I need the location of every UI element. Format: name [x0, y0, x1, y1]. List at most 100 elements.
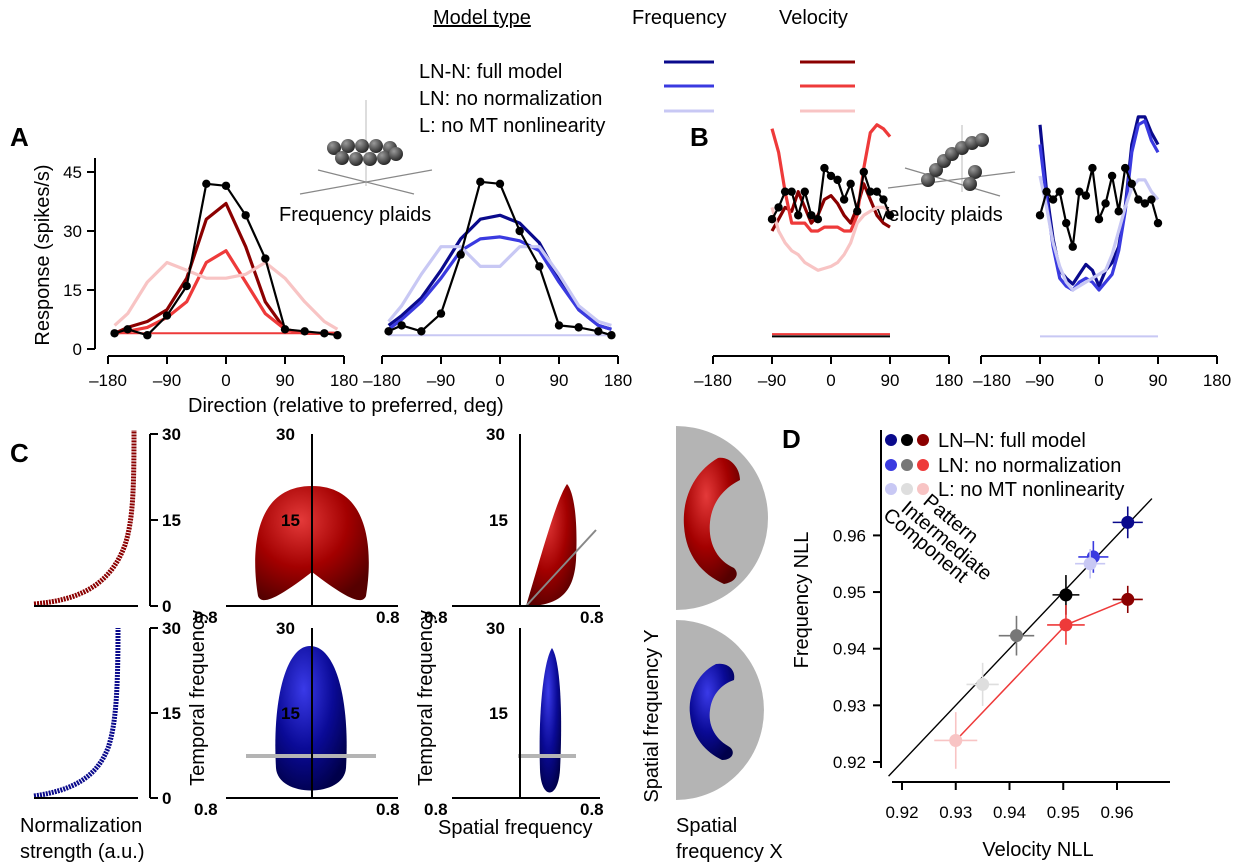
panel-a-xtick-label: 90 — [276, 371, 295, 390]
panel-d-xtick-label: 0.95 — [1047, 803, 1080, 822]
data-point — [535, 262, 544, 271]
data-point — [182, 281, 191, 291]
data-point — [1147, 195, 1156, 204]
panel-c-right-tick: 30 — [486, 619, 505, 638]
spatial-frequency-x-label-line2: frequency X — [676, 841, 783, 863]
data-point — [1055, 187, 1064, 196]
data-point — [885, 211, 895, 220]
panel-b-xtick-label: 0 — [1094, 371, 1103, 390]
panel-a-right-plot — [384, 177, 616, 340]
panel-c-tick: 0 — [162, 597, 171, 616]
normalization-curve-frequency — [33, 627, 121, 799]
data-point — [787, 187, 796, 196]
spatial-frequency-label: Spatial frequency — [438, 817, 593, 839]
panel-d-ytick-label: 0.94 — [833, 640, 866, 659]
panel-c-corner-tick: 0.8 — [580, 800, 604, 819]
series-line-l — [387, 245, 612, 327]
velocity-plaid-icon — [887, 125, 1016, 197]
frequency-plaids-label: Frequency plaids — [279, 204, 431, 226]
panel-d-ytick-label: 0.93 — [833, 696, 866, 715]
temporal-frequency-label-right: Temporal frequency — [415, 610, 437, 786]
data-point — [1088, 163, 1097, 173]
panel-c-corner-tick: 0.8 — [376, 608, 400, 627]
panel-a-ytick-label: 0 — [73, 340, 82, 359]
spatial-frequency-y-label: Spatial frequency Y — [641, 629, 663, 802]
series-line-l — [770, 205, 891, 272]
panel-b-xtick-label: –90 — [1026, 371, 1054, 390]
data-point — [554, 321, 564, 330]
panel-d-xtick-label: 0.96 — [1100, 803, 1133, 822]
panel-b-left-plot — [767, 123, 895, 338]
data-point — [495, 179, 505, 188]
data-point — [221, 181, 231, 190]
spatial-halfdisc-bottom — [676, 620, 764, 800]
data-point — [1101, 199, 1110, 208]
panel-b-right-plot — [1035, 115, 1163, 338]
data-point — [820, 163, 829, 173]
scatter-point — [1009, 629, 1023, 643]
scatter-point — [1083, 557, 1097, 571]
surface-red-diagonal — [526, 484, 577, 606]
data-point — [333, 331, 342, 340]
frequency-plaid-icon — [299, 100, 433, 195]
data-point — [607, 331, 616, 340]
normalization-label-line2: strength (a.u.) — [20, 841, 145, 863]
panel-c: 30 15 0 30 15 0 Normalization strength (… — [20, 425, 783, 863]
legend-row-no-normalization: LN: no normalization — [419, 88, 602, 110]
top-legend: Model type Frequency Velocity LN-N: full… — [419, 7, 855, 137]
data-point — [261, 254, 270, 263]
data-point — [456, 250, 465, 259]
panel-b-xtick-label: 180 — [935, 371, 963, 390]
panel-c-corner-tick: 0.8 — [580, 608, 604, 627]
panel-b-xtick-label: –180 — [973, 371, 1011, 390]
panel-a-xlabel: Direction (relative to preferred, deg) — [188, 395, 504, 417]
spatial-frequency-x-label-line1: Spatial — [676, 815, 737, 837]
spatial-crescent-blue — [689, 663, 735, 760]
data-point — [384, 327, 393, 336]
panel-c-corner-tick: 0.8 — [194, 608, 218, 627]
panel-a-xtick-label: –180 — [89, 371, 127, 390]
panel-d-legend: LN–N: full model LN: no normalization L:… — [885, 430, 1124, 501]
data-point — [866, 187, 875, 196]
panel-label-c: C — [10, 438, 29, 468]
legend-row-full-model: LN-N: full model — [419, 61, 562, 83]
data-point — [833, 175, 842, 185]
panel-a-ytick-label: 45 — [63, 163, 82, 182]
panel-d: 0.92 0.93 0.94 0.95 0.96 0.92 0.93 0.94 0.95 0.96… — [791, 430, 1170, 861]
panel-a: Response (spikes/s) 45 30 15 0 –180 –90 … — [32, 100, 632, 417]
data-point — [397, 321, 406, 330]
panel-d-legend-full-model: LN–N: full model — [938, 430, 1086, 452]
panel-b-xtick-label: 180 — [1203, 371, 1231, 390]
data-point — [574, 323, 583, 332]
data-point — [594, 327, 603, 336]
data-point — [1127, 179, 1136, 188]
spatial-crescent-red — [683, 457, 740, 584]
panel-b-xtick-label: 0 — [826, 371, 835, 390]
data-point — [320, 329, 329, 338]
panel-c-tick: 0 — [162, 789, 171, 808]
series-line-ln-n — [770, 182, 891, 232]
panel-d-xtick-label: 0.94 — [993, 803, 1026, 822]
panel-c-tick: 15 — [162, 704, 181, 723]
series-line-ln — [1038, 119, 1160, 292]
panel-d-legend-no-mt-nonlinearity: L: no MT nonlinearity — [938, 479, 1124, 501]
panel-a-xtick-label: 0 — [495, 371, 504, 390]
data-point — [1081, 191, 1091, 200]
normalization-label-line1: Normalization — [20, 815, 142, 837]
surface-blue-diagonal — [539, 648, 562, 793]
data-point — [162, 311, 172, 320]
panel-label-d: D — [782, 424, 801, 454]
legend-header-frequency: Frequency — [632, 7, 727, 29]
panel-c-right-tick: 30 — [486, 425, 505, 444]
data-point — [1048, 195, 1058, 204]
data-point — [241, 211, 250, 220]
panel-a-xtick-label: 180 — [330, 371, 358, 390]
panel-c-mid-tick: 30 — [276, 619, 295, 638]
data-point — [1035, 211, 1045, 220]
data-point — [1042, 187, 1051, 196]
panel-a-ytick-label: 15 — [63, 281, 82, 300]
scatter-point — [976, 677, 990, 691]
panel-d-legend-no-normalization: LN: no normalization — [938, 455, 1121, 477]
scatter-point — [1121, 592, 1135, 606]
